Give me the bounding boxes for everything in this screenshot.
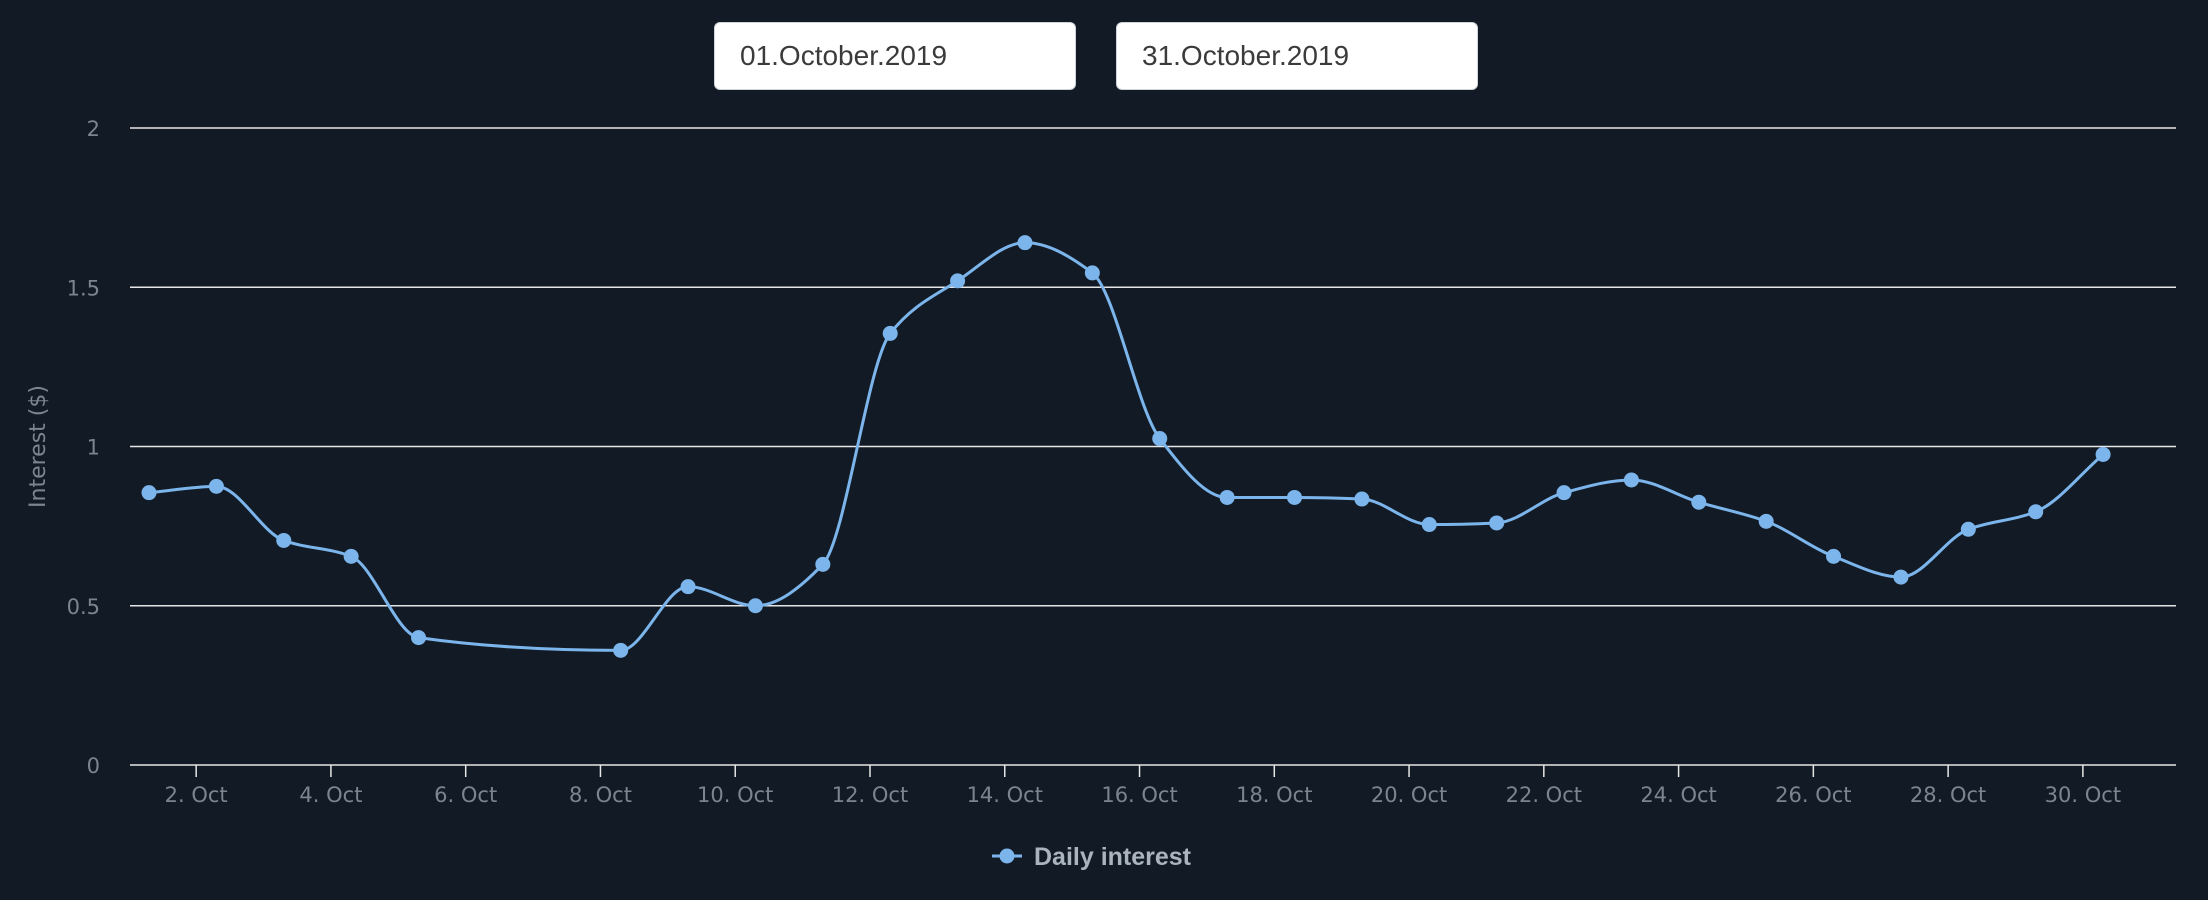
data-point[interactable] (2095, 446, 2111, 462)
x-tick-label: 16. Oct (1101, 783, 1177, 807)
x-tick-label: 24. Oct (1640, 783, 1716, 807)
data-point[interactable] (882, 325, 898, 341)
data-point[interactable] (1691, 494, 1707, 510)
x-tick-label: 2. Oct (165, 783, 228, 807)
data-point[interactable] (208, 478, 224, 494)
data-point[interactable] (1354, 491, 1370, 507)
x-tick-label: 22. Oct (1506, 783, 1582, 807)
data-point[interactable] (747, 598, 763, 614)
series-line (148, 241, 2105, 652)
data-point[interactable] (1152, 431, 1168, 447)
data-point[interactable] (411, 630, 427, 646)
data-point[interactable] (815, 556, 831, 572)
data-point[interactable] (1556, 485, 1572, 501)
data-point[interactable] (1421, 517, 1437, 533)
data-point[interactable] (950, 273, 966, 289)
data-point[interactable] (1623, 472, 1639, 488)
data-point[interactable] (680, 579, 696, 595)
legend-marker-icon (999, 848, 1015, 864)
data-point[interactable] (1084, 265, 1100, 281)
x-tick-label: 30. Oct (2045, 783, 2121, 807)
x-tick-label: 28. Oct (1910, 783, 1986, 807)
y-tick-label: 1 (87, 436, 100, 460)
y-tick-label: 0.5 (67, 595, 100, 619)
data-point[interactable] (613, 642, 629, 658)
data-point[interactable] (1287, 489, 1303, 505)
x-tick-label: 4. Oct (299, 783, 362, 807)
data-point[interactable] (1758, 513, 1774, 529)
y-tick-label: 2 (87, 117, 100, 141)
x-tick-label: 20. Oct (1371, 783, 1447, 807)
y-axis: 0 0.5 1 1.5 2 (67, 117, 100, 778)
end-date-input[interactable] (1116, 22, 1478, 90)
data-point[interactable] (1489, 515, 1505, 531)
x-tick-label: 14. Oct (967, 783, 1043, 807)
data-point[interactable] (2028, 504, 2044, 520)
x-tick-label: 12. Oct (832, 783, 908, 807)
x-tick-label: 6. Oct (434, 783, 497, 807)
y-tick-label: 0 (87, 754, 100, 778)
y-tick-label: 1.5 (67, 276, 100, 300)
start-date-input[interactable] (714, 22, 1076, 90)
grid-lines (130, 127, 2176, 607)
data-point[interactable] (1826, 548, 1842, 564)
data-point[interactable] (1017, 235, 1033, 251)
data-point[interactable] (276, 532, 292, 548)
data-point[interactable] (1219, 489, 1235, 505)
x-tick-label: 26. Oct (1775, 783, 1851, 807)
y-axis-title: Interest ($) (26, 385, 51, 508)
legend[interactable]: Daily interest (992, 843, 1192, 871)
x-tick-label: 10. Oct (697, 783, 773, 807)
series-daily-interest[interactable] (141, 235, 2111, 658)
legend-label[interactable]: Daily interest (1034, 843, 1192, 871)
data-point[interactable] (1893, 569, 1909, 585)
data-point[interactable] (1960, 521, 1976, 537)
data-point[interactable] (141, 485, 157, 501)
x-tick-label: 8. Oct (569, 783, 632, 807)
x-axis: 2. Oct 4. Oct 6. Oct 8. Oct 10. Oct 12. Oct 14… (130, 764, 2176, 807)
data-point[interactable] (343, 548, 359, 564)
x-tick-label: 18. Oct (1236, 783, 1312, 807)
